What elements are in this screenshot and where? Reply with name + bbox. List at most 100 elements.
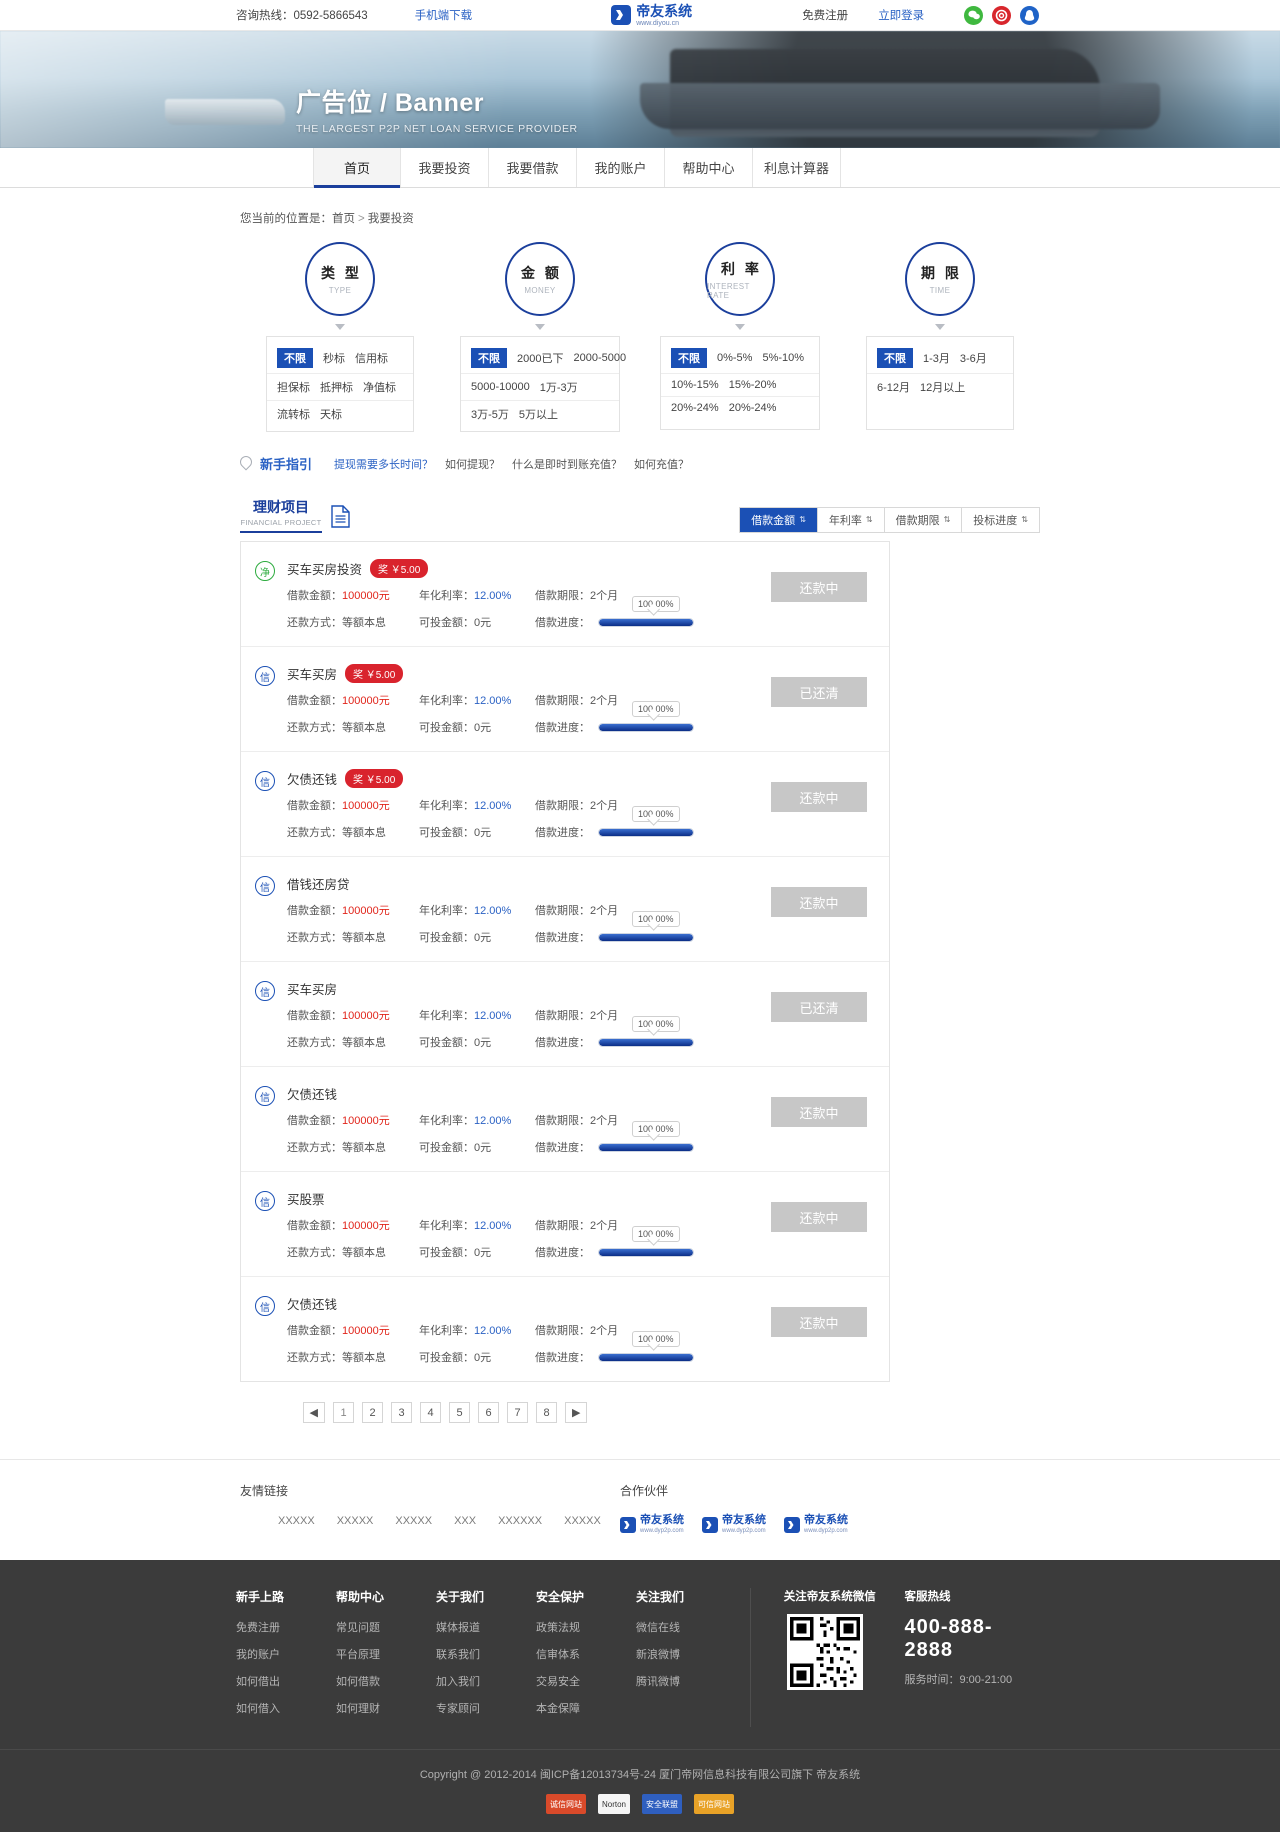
nav-item-2[interactable]: 我要投资	[401, 148, 489, 187]
project-status-button[interactable]: 还款中	[771, 1202, 867, 1232]
project-status-button[interactable]: 还款中	[771, 572, 867, 602]
footer-link[interactable]: 如何借款	[336, 1676, 380, 1688]
filter-option[interactable]: 不限	[671, 348, 707, 368]
nav-item-5[interactable]: 帮助中心	[665, 148, 753, 187]
nav-item-3[interactable]: 我要借款	[489, 148, 577, 187]
wechat-icon[interactable]	[964, 5, 984, 25]
sort-button-2[interactable]: 年利率 ⇅	[817, 508, 885, 532]
pagination-page-2[interactable]: 2	[362, 1402, 383, 1423]
filter-option[interactable]: 担保标	[277, 382, 310, 394]
filter-option[interactable]: 信用标	[355, 353, 388, 365]
footer-link[interactable]: 新浪微博	[636, 1649, 680, 1661]
filter-circle-3[interactable]: 利 率 INTEREST RATE	[705, 242, 775, 316]
breadcrumb-home[interactable]: 首页	[332, 213, 355, 225]
filter-option[interactable]: 12月以上	[920, 382, 966, 394]
filter-circle-4[interactable]: 期 限 TIME	[905, 242, 975, 316]
footer-link[interactable]: 交易安全	[536, 1676, 580, 1688]
filter-option[interactable]: 5万以上	[518, 409, 559, 421]
sort-button-4[interactable]: 投标进度 ⇅	[962, 508, 1039, 532]
footer-link[interactable]: 我的账户	[236, 1649, 280, 1661]
footer-link[interactable]: 免费注册	[236, 1622, 280, 1634]
filter-option[interactable]: 净值标	[363, 382, 396, 394]
pagination-next[interactable]: ▶	[565, 1402, 588, 1423]
nav-item-1[interactable]: 首页	[313, 148, 401, 188]
project-title[interactable]: 欠债还钱	[287, 1297, 338, 1312]
filter-option[interactable]: 1-3月	[923, 353, 950, 365]
filter-option[interactable]: 秒标	[323, 353, 345, 365]
filter-option[interactable]: 抵押标	[320, 382, 353, 394]
register-link[interactable]: 免费注册	[802, 10, 849, 22]
friend-link[interactable]: XXXXXX	[498, 1515, 543, 1527]
filter-option[interactable]: 流转标	[277, 409, 310, 421]
friend-link[interactable]: XXXXX	[564, 1515, 601, 1527]
footer-link[interactable]: 常见问题	[336, 1622, 380, 1634]
project-title[interactable]: 欠债还钱	[287, 1087, 338, 1102]
guide-link[interactable]: 如何提现？	[445, 458, 501, 471]
filter-option[interactable]: 2000已下	[517, 353, 564, 365]
friend-link[interactable]: XXXXX	[278, 1515, 315, 1527]
filter-option[interactable]: 5000-10000	[471, 381, 530, 393]
login-link[interactable]: 立即登录	[878, 10, 925, 22]
footer-link[interactable]: 平台原理	[336, 1649, 380, 1661]
filter-circle-1[interactable]: 类 型 TYPE	[305, 242, 375, 316]
footer-link[interactable]: 如何理财	[336, 1703, 380, 1715]
friend-link[interactable]: XXXXX	[336, 1515, 374, 1527]
footer-link[interactable]: 腾讯微博	[636, 1676, 680, 1688]
friend-link[interactable]: XXX	[454, 1515, 477, 1527]
footer-link[interactable]: 联系我们	[436, 1649, 480, 1661]
filter-option[interactable]: 3-6月	[959, 353, 987, 365]
project-title[interactable]: 借钱还房贷	[287, 877, 350, 892]
project-title[interactable]: 买车买房	[287, 982, 338, 997]
footer-link[interactable]: 专家顾问	[436, 1703, 480, 1715]
filter-circle-2[interactable]: 金 额 MONEY	[505, 242, 575, 316]
project-status-button[interactable]: 还款中	[771, 782, 867, 812]
footer-link[interactable]: 本金保障	[536, 1703, 580, 1715]
mobile-download-link[interactable]: 手机端下载	[414, 10, 473, 22]
project-status-button[interactable]: 还款中	[771, 1097, 867, 1127]
footer-link[interactable]: 加入我们	[436, 1676, 480, 1688]
pagination-page-1[interactable]: 1	[333, 1402, 354, 1423]
sort-button-3[interactable]: 借款期限 ⇅	[884, 508, 963, 532]
guide-title[interactable]: 新手指引	[260, 457, 313, 472]
sort-button-1[interactable]: 借款金额 ⇅	[740, 508, 818, 532]
filter-option[interactable]: 6-12月	[877, 382, 911, 394]
project-title[interactable]: 欠债还钱	[287, 772, 338, 787]
project-title[interactable]: 买车买房投资	[287, 562, 363, 577]
pagination-page-5[interactable]: 5	[449, 1402, 470, 1423]
guide-link[interactable]: 如何充值？	[634, 458, 690, 471]
filter-option[interactable]: 不限	[471, 348, 507, 368]
project-status-button[interactable]: 已还清	[771, 677, 867, 707]
pagination-page-6[interactable]: 6	[478, 1402, 499, 1423]
project-title[interactable]: 买车买房	[287, 667, 338, 682]
pagination-page-7[interactable]: 7	[507, 1402, 528, 1423]
pagination-prev[interactable]: ◀	[302, 1402, 325, 1423]
footer-link[interactable]: 信审体系	[536, 1649, 580, 1661]
partner-logo[interactable]: 帝友系统 www.dyp2p.com	[784, 1515, 848, 1534]
pagination-page-8[interactable]: 8	[536, 1402, 557, 1423]
filter-option[interactable]: 天标	[320, 409, 342, 421]
project-status-button[interactable]: 还款中	[771, 1307, 867, 1337]
filter-option[interactable]: 10%-15%	[671, 379, 719, 391]
project-title[interactable]: 买股票	[287, 1192, 325, 1207]
filter-option[interactable]: 1万-3万	[539, 382, 578, 394]
filter-option[interactable]: 2000-5000	[573, 352, 627, 364]
filter-option[interactable]: 20%-24%	[728, 402, 777, 414]
pagination-page-3[interactable]: 3	[391, 1402, 412, 1423]
filter-option[interactable]: 不限	[877, 348, 913, 368]
partner-logo[interactable]: 帝友系统 www.dyp2p.com	[620, 1515, 684, 1534]
footer-link[interactable]: 微信在线	[636, 1622, 680, 1634]
nav-item-6[interactable]: 利息计算器	[753, 148, 841, 187]
filter-option[interactable]: 15%-20%	[728, 379, 777, 391]
filter-option[interactable]: 5%-10%	[762, 352, 805, 364]
project-status-button[interactable]: 已还清	[771, 992, 867, 1022]
filter-option[interactable]: 3万-5万	[471, 409, 509, 421]
nav-item-4[interactable]: 我的账户	[577, 148, 665, 187]
project-status-button[interactable]: 还款中	[771, 887, 867, 917]
qq-icon[interactable]	[1020, 5, 1040, 25]
friend-link[interactable]: XXXXX	[395, 1515, 433, 1527]
partner-logo[interactable]: 帝友系统 www.dyp2p.com	[702, 1515, 766, 1534]
footer-link[interactable]: 媒体报道	[436, 1622, 480, 1634]
site-logo[interactable]: 帝友系统 www.diyou.cn	[610, 4, 692, 27]
guide-link[interactable]: 提现需要多长时间？	[334, 458, 434, 471]
filter-option[interactable]: 20%-24%	[671, 402, 719, 414]
